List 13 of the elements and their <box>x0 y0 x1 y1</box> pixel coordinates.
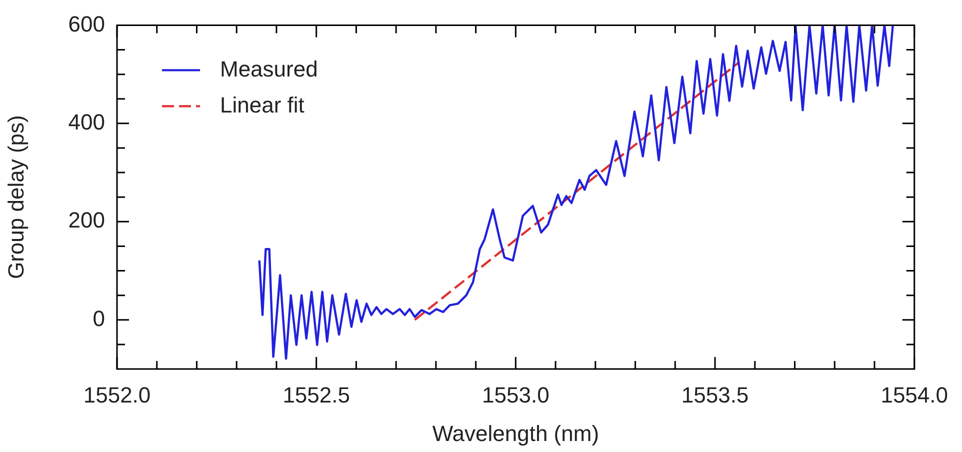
legend-label: Linear fit <box>220 92 304 118</box>
x-tick-label: 1554.0 <box>880 382 948 408</box>
y-tick-label: 0 <box>92 306 105 331</box>
x-axis-title: Wavelength (nm) <box>432 420 600 446</box>
x-tick-label: 1553.0 <box>482 382 550 408</box>
y-tick-label: 200 <box>68 208 105 233</box>
y-tick-label: 600 <box>68 11 105 36</box>
x-tick-label: 1552.0 <box>83 382 151 408</box>
legend-label: Measured <box>220 56 318 82</box>
x-tick-label: 1553.5 <box>681 382 749 408</box>
y-tick-label: 400 <box>68 109 105 134</box>
x-tick-label: 1552.5 <box>282 382 350 408</box>
y-axis-title: Group delay (ps) <box>3 115 28 280</box>
